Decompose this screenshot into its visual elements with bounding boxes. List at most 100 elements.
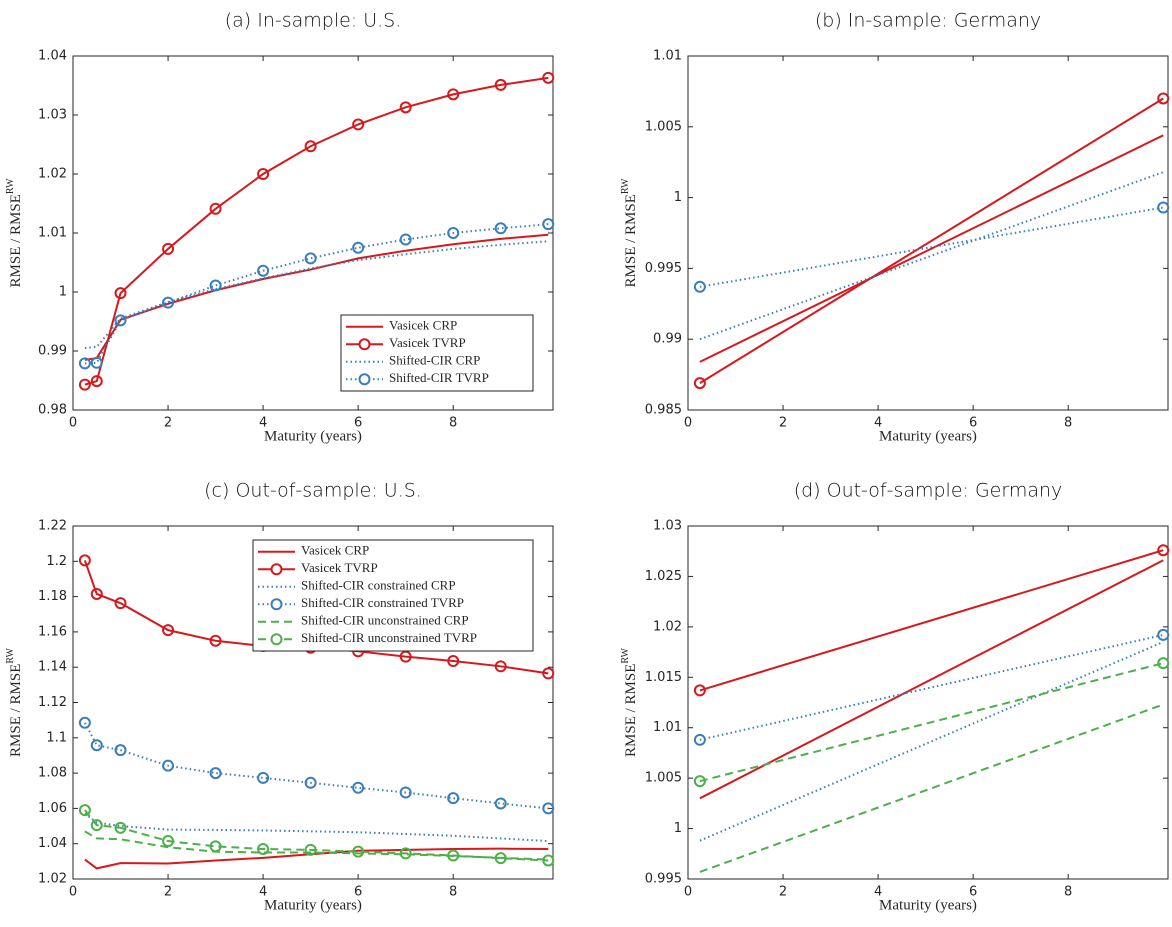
data-point <box>1157 544 1170 557</box>
y-tick-label: 1.22 <box>38 519 67 534</box>
data-point <box>352 781 365 794</box>
data-point <box>162 296 175 309</box>
x-axis-label: Maturity (years) <box>264 897 362 913</box>
y-tick-label: 1.08 <box>38 766 67 781</box>
legend-marker <box>270 633 283 646</box>
data-point <box>78 357 91 370</box>
data-point <box>162 242 175 255</box>
y-axis-label-sup: RW <box>620 647 631 663</box>
legend-label: Shifted-CIR unconstrained TVRP <box>301 630 477 645</box>
x-axis-label: Maturity (years) <box>879 428 977 444</box>
legend-label: Vasicek TVRP <box>389 335 466 350</box>
legend-label: Shifted-CIR constrained CRP <box>301 578 456 593</box>
data-point <box>304 776 317 789</box>
x-tick-label: 2 <box>164 885 172 900</box>
x-tick-label: 2 <box>779 416 787 431</box>
y-tick-label: 1.005 <box>645 771 682 786</box>
data-point <box>1157 201 1170 214</box>
legend-label: Vasicek TVRP <box>301 560 378 575</box>
y-tick-label: 1.03 <box>38 108 67 123</box>
y-tick-label: 1.16 <box>38 624 67 639</box>
data-point <box>542 71 555 84</box>
data-point <box>114 821 127 834</box>
x-tick-label: 6 <box>354 885 362 900</box>
y-tick-label: 1 <box>674 190 682 205</box>
data-point <box>209 840 222 853</box>
x-axis-label: Maturity (years) <box>264 428 362 444</box>
x-tick-label: 4 <box>874 885 882 900</box>
data-point <box>257 842 270 855</box>
data-point <box>494 222 507 235</box>
data-point <box>542 218 555 231</box>
y-axis-label: RMSE / RMSERW <box>5 647 24 756</box>
legend-label: Vasicek CRP <box>389 318 457 333</box>
data-point <box>494 797 507 810</box>
data-point <box>399 650 412 663</box>
legend-marker <box>270 598 283 611</box>
y-tick-label: 1.02 <box>38 167 67 182</box>
chart-title: (d) Out-of-sample: Germany <box>794 480 1063 502</box>
y-tick-label: 1.18 <box>38 589 67 604</box>
data-point <box>114 597 127 610</box>
series-line <box>699 559 1164 800</box>
data-point <box>447 227 460 239</box>
data-point <box>78 378 91 391</box>
data-point <box>542 667 555 680</box>
y-tick-label: 1.12 <box>38 695 67 710</box>
data-point <box>352 118 365 131</box>
data-point <box>494 78 507 91</box>
y-tick-label: 0.99 <box>38 344 67 359</box>
data-point <box>209 279 222 292</box>
x-tick-label: 8 <box>1064 416 1072 431</box>
data-point <box>162 624 175 637</box>
data-point <box>1157 92 1170 105</box>
series-line <box>699 97 1164 384</box>
series-line <box>699 549 1164 692</box>
data-point <box>693 377 706 390</box>
data-point <box>447 792 460 805</box>
y-tick-label: 1 <box>59 285 67 300</box>
data-point <box>693 280 706 293</box>
data-point <box>162 759 175 772</box>
data-point <box>304 252 317 265</box>
data-point <box>352 241 365 254</box>
series-line <box>84 76 549 386</box>
data-point <box>209 767 222 780</box>
data-point <box>78 716 91 729</box>
series-line <box>699 662 1164 783</box>
y-tick-label: 1.01 <box>653 720 682 735</box>
chart-title: (a) In-sample: U.S. <box>225 10 402 32</box>
x-tick-label: 6 <box>354 416 362 431</box>
y-tick-label: 1.14 <box>38 660 67 675</box>
legend-marker <box>358 373 371 386</box>
legend-label: Shifted-CIR TVRP <box>389 370 489 385</box>
x-tick-label: 0 <box>69 416 77 431</box>
y-tick-label: 0.985 <box>645 403 682 418</box>
y-tick-label: 1.06 <box>38 801 67 816</box>
data-point <box>209 634 222 647</box>
data-point <box>78 804 91 817</box>
y-tick-label: 1.015 <box>645 670 682 685</box>
series-line <box>84 240 549 350</box>
x-tick-label: 8 <box>449 885 457 900</box>
data-point <box>447 849 460 862</box>
y-axis-label-sup: RW <box>5 178 16 194</box>
data-point <box>304 843 317 856</box>
data-point <box>399 847 412 860</box>
y-axis-label-main: RMSE / RMSE <box>623 194 639 287</box>
x-tick-label: 2 <box>164 416 172 431</box>
y-axis-label: RMSE / RMSERW <box>620 178 639 287</box>
y-tick-label: 1.01 <box>38 226 67 241</box>
x-tick-label: 0 <box>69 885 77 900</box>
data-point <box>257 771 270 784</box>
series-line <box>699 703 1164 873</box>
data-point <box>90 375 103 388</box>
y-axis-label-main: RMSE / RMSE <box>623 664 639 757</box>
data-point <box>304 140 317 153</box>
y-tick-label: 1.02 <box>653 619 682 634</box>
series-line <box>699 641 1164 842</box>
data-point <box>1157 628 1170 641</box>
data-point <box>257 264 270 277</box>
x-tick-label: 2 <box>779 885 787 900</box>
y-tick-label: 1.03 <box>653 519 682 534</box>
